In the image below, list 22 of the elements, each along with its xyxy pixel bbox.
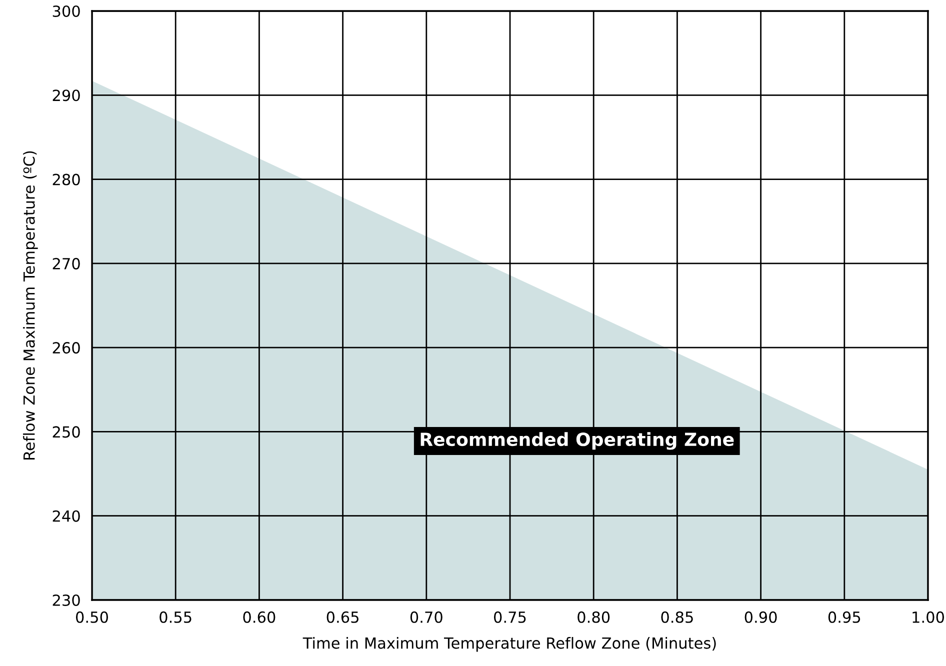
x-tick-label: 0.85 bbox=[661, 611, 693, 623]
y-tick-label: 300 bbox=[52, 5, 80, 18]
annotation: Recommended Operating Zone bbox=[420, 432, 734, 450]
x-tick-label: 0.95 bbox=[828, 611, 860, 623]
y-tick-label: 290 bbox=[52, 90, 80, 102]
x-tick-label: 0.80 bbox=[578, 611, 610, 623]
x-tick-label: 0.75 bbox=[494, 611, 526, 623]
y-tick-label: 260 bbox=[52, 342, 80, 354]
x-tick-label: 0.60 bbox=[243, 611, 276, 623]
x-tick-label: 0.50 bbox=[76, 611, 108, 623]
y-tick-label: 240 bbox=[52, 510, 80, 522]
y-tick-label: 230 bbox=[52, 594, 80, 606]
x-tick-label: 0.70 bbox=[410, 611, 442, 623]
y-axis-title: Reflow Zone Maximum Temperature (ºC) bbox=[23, 151, 38, 460]
x-tick-label: 0.65 bbox=[326, 611, 358, 623]
y-tick-label: 250 bbox=[52, 426, 80, 438]
y-tick-label: 270 bbox=[52, 258, 80, 270]
x-tick-label: 0.90 bbox=[744, 611, 777, 623]
x-axis-title: Time in Maximum Temperature Reflow Zone (Minutes) bbox=[302, 637, 716, 652]
y-tick-label: 280 bbox=[52, 174, 80, 186]
x-tick-label: 0.55 bbox=[160, 611, 192, 623]
x-tick-label: 1.00 bbox=[912, 611, 944, 623]
